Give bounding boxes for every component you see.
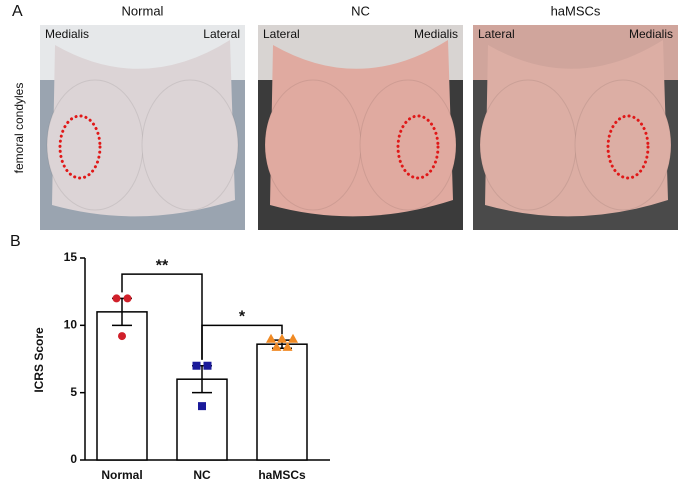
y-tick-label: 0 xyxy=(70,452,77,466)
data-point xyxy=(192,361,201,370)
side-label: femoral condyles xyxy=(12,83,26,174)
bar xyxy=(176,378,228,461)
photo-title: haMSCs xyxy=(551,3,601,18)
data-point xyxy=(118,332,126,341)
bar xyxy=(96,311,148,461)
data-point xyxy=(203,361,212,370)
panel-label: B xyxy=(10,233,21,250)
bar xyxy=(256,343,308,461)
defect-ring xyxy=(58,114,102,180)
x-tick-label: haMSCs xyxy=(258,468,306,482)
photo-label: Medialis xyxy=(629,27,673,41)
y-tick-label: 5 xyxy=(70,385,77,399)
significance-label: * xyxy=(239,309,246,326)
photo-label: Medialis xyxy=(414,27,458,41)
condyle xyxy=(479,79,577,211)
panel-label: A xyxy=(12,3,23,20)
x-tick-label: Normal xyxy=(101,468,142,482)
condyle xyxy=(359,79,457,211)
photo-label: Lateral xyxy=(263,27,300,41)
data-point xyxy=(198,402,206,411)
data-point xyxy=(282,341,293,351)
photo-title: NC xyxy=(351,3,370,18)
condyle xyxy=(264,79,362,211)
data-point xyxy=(288,333,298,343)
data-point xyxy=(266,333,276,343)
photo-label: Medialis xyxy=(45,27,89,41)
y-axis-label: ICRS Score xyxy=(32,327,46,393)
y-tick-label: 15 xyxy=(64,250,78,264)
y-tick-label: 10 xyxy=(64,318,78,332)
defect-ring xyxy=(396,114,440,180)
significance-bracket xyxy=(201,324,283,360)
condyle xyxy=(574,79,672,211)
photo-title: Normal xyxy=(122,3,164,18)
photo-label: Lateral xyxy=(203,27,240,41)
significance-label: ** xyxy=(156,257,169,274)
data-point xyxy=(112,294,121,303)
data-point xyxy=(123,294,132,303)
defect-ring xyxy=(606,114,650,180)
data-point xyxy=(277,333,287,343)
photo-label: Lateral xyxy=(478,27,515,41)
significance-bracket xyxy=(121,273,203,360)
x-tick-label: NC xyxy=(193,468,211,482)
condyle xyxy=(46,79,144,211)
condyle xyxy=(141,79,239,211)
data-point xyxy=(271,341,282,351)
